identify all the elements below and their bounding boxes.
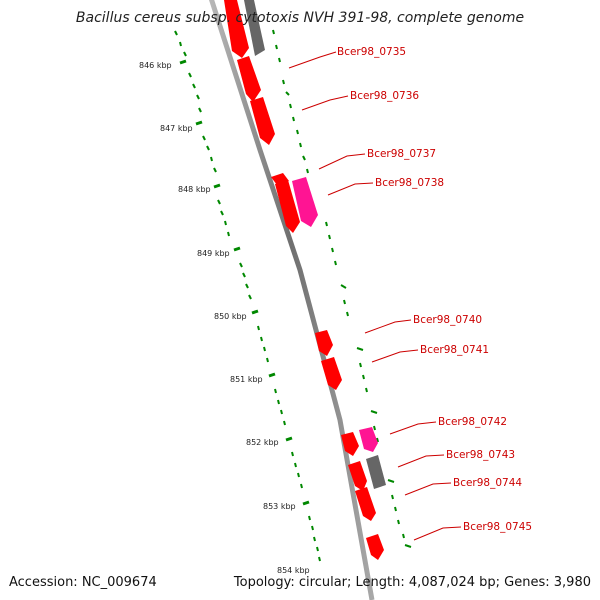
genome-summary: Topology: circular; Length: 4,087,024 bp… — [233, 575, 591, 590]
gene-arrow[interactable] — [315, 330, 333, 356]
gene-arrow[interactable] — [237, 56, 261, 102]
scale-label: 848 kbp — [178, 185, 211, 194]
gene-arrow[interactable] — [292, 177, 318, 227]
tick-track-outer — [272, 29, 412, 548]
gene-arrow[interactable] — [348, 461, 367, 491]
gene-label-bcer98-0745[interactable]: Bcer98_0745 — [463, 521, 532, 533]
gene-label-bcer98-0735[interactable]: Bcer98_0735 — [337, 46, 406, 58]
gene-label-bcer98-0744[interactable]: Bcer98_0744 — [453, 477, 522, 489]
tick-track-inner — [174, 30, 321, 562]
scale-label: 847 kbp — [160, 124, 193, 133]
gene-label-leaders — [288, 51, 462, 541]
gene-label-bcer98-0742[interactable]: Bcer98_0742 — [438, 416, 507, 428]
gene-label-bcer98-0743[interactable]: Bcer98_0743 — [446, 449, 515, 461]
gene-label-bcer98-0736[interactable]: Bcer98_0736 — [350, 90, 419, 102]
scale-label: 853 kbp — [263, 502, 296, 511]
gene-labels: Bcer98_0735 Bcer98_0736 Bcer98_0737 Bcer… — [337, 46, 532, 533]
map-title: Bacillus cereus subsp. cytotoxis NVH 391… — [76, 10, 524, 26]
gene-label-bcer98-0741[interactable]: Bcer98_0741 — [420, 344, 489, 356]
gene-arrow[interactable] — [244, 0, 265, 56]
gene-arrow[interactable] — [355, 487, 376, 521]
gene-arrow[interactable] — [366, 534, 384, 560]
gene-label-bcer98-0737[interactable]: Bcer98_0737 — [367, 148, 436, 160]
gene-features — [224, 0, 386, 560]
scale-labels: 846 kbp 847 kbp 848 kbp 849 kbp 850 kbp … — [139, 61, 310, 575]
scale-label: 849 kbp — [197, 249, 230, 258]
scale-label: 851 kbp — [230, 375, 263, 384]
major-ticks — [179, 59, 310, 506]
gene-arrow[interactable] — [250, 97, 275, 145]
genome-backbone — [208, 0, 375, 600]
gene-arrow[interactable] — [359, 427, 378, 452]
gene-arrow[interactable] — [341, 432, 359, 456]
accession-label: Accession: NC_009674 — [9, 575, 157, 590]
gene-label-bcer98-0738[interactable]: Bcer98_0738 — [375, 177, 444, 189]
scale-label: 850 kbp — [214, 312, 247, 321]
gene-arrow[interactable] — [275, 180, 300, 233]
gene-arrow[interactable] — [224, 0, 249, 58]
scale-label: 854 kbp — [277, 566, 310, 575]
scale-label: 852 kbp — [246, 438, 279, 447]
gene-arrow[interactable] — [366, 455, 386, 489]
gene-label-bcer98-0740[interactable]: Bcer98_0740 — [413, 314, 482, 326]
gene-arrow[interactable] — [321, 357, 342, 390]
scale-label: 846 kbp — [139, 61, 172, 70]
